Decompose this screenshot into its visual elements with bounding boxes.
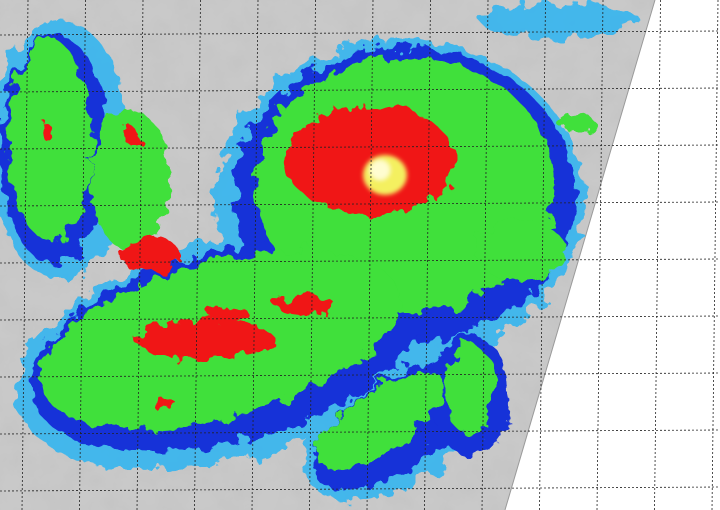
grid-parallel — [0, 486, 720, 492]
grid-meridian — [481, 0, 489, 510]
swath-edge — [504, 0, 656, 510]
grid-meridian — [309, 0, 316, 510]
grid-meridian — [251, 0, 259, 510]
grid-meridian — [21, 0, 29, 510]
grid-meridian — [711, 0, 719, 510]
grid-parallel — [0, 30, 720, 36]
grid-parallel — [0, 258, 720, 264]
grid-parallel — [0, 201, 720, 207]
grid-meridian — [596, 0, 604, 510]
grid-parallel — [0, 372, 720, 378]
storm-cloud-bands — [0, 2, 640, 500]
grid-meridian — [424, 0, 431, 510]
grid-parallel — [0, 315, 720, 321]
grid-meridian — [194, 0, 201, 510]
grid-meridian — [136, 0, 144, 510]
grid-meridian — [654, 0, 661, 510]
grid-parallel — [0, 429, 720, 435]
grid-meridian — [539, 0, 546, 510]
grid-meridian — [79, 0, 86, 510]
red-band — [39, 105, 455, 411]
grid-parallel — [0, 87, 720, 93]
storm-eye-core — [363, 155, 407, 195]
grid-meridian — [366, 0, 374, 510]
grid-parallel — [0, 144, 720, 150]
